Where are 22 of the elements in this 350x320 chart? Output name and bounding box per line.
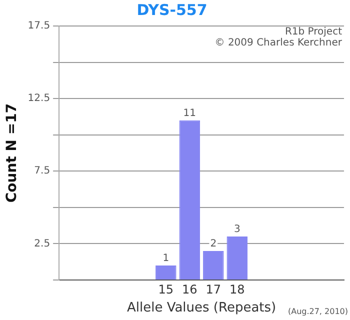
x-tick-label: 18	[230, 282, 245, 296]
y-tick-label: 7.5	[34, 166, 50, 177]
y-tick-label: 2.5	[34, 238, 50, 250]
bar	[203, 250, 224, 280]
bar	[179, 120, 200, 280]
data-label: 1	[162, 253, 170, 264]
annotation: R1b Project	[284, 26, 342, 38]
x-tick-label: 17	[206, 282, 222, 296]
bar	[226, 236, 248, 280]
x-tick-label: 16	[182, 282, 198, 296]
data-label: 11	[183, 108, 196, 119]
y-tick-label: 12.5	[28, 93, 50, 104]
text: (Aug.27, 2010)	[288, 307, 348, 316]
y-tick-label: 17.5	[28, 20, 50, 32]
x-axis-title: Allele Values (Repeats)	[126, 300, 276, 316]
chart-title: DYS-557	[136, 0, 208, 19]
annotation: © 2009 Charles Kerchner	[214, 38, 343, 49]
x-tick-label: 15	[158, 282, 174, 296]
bar	[156, 265, 176, 280]
y-axis-title: Count N =17	[4, 103, 20, 203]
data-label: 2	[210, 238, 217, 250]
data-label: 3	[234, 224, 240, 236]
